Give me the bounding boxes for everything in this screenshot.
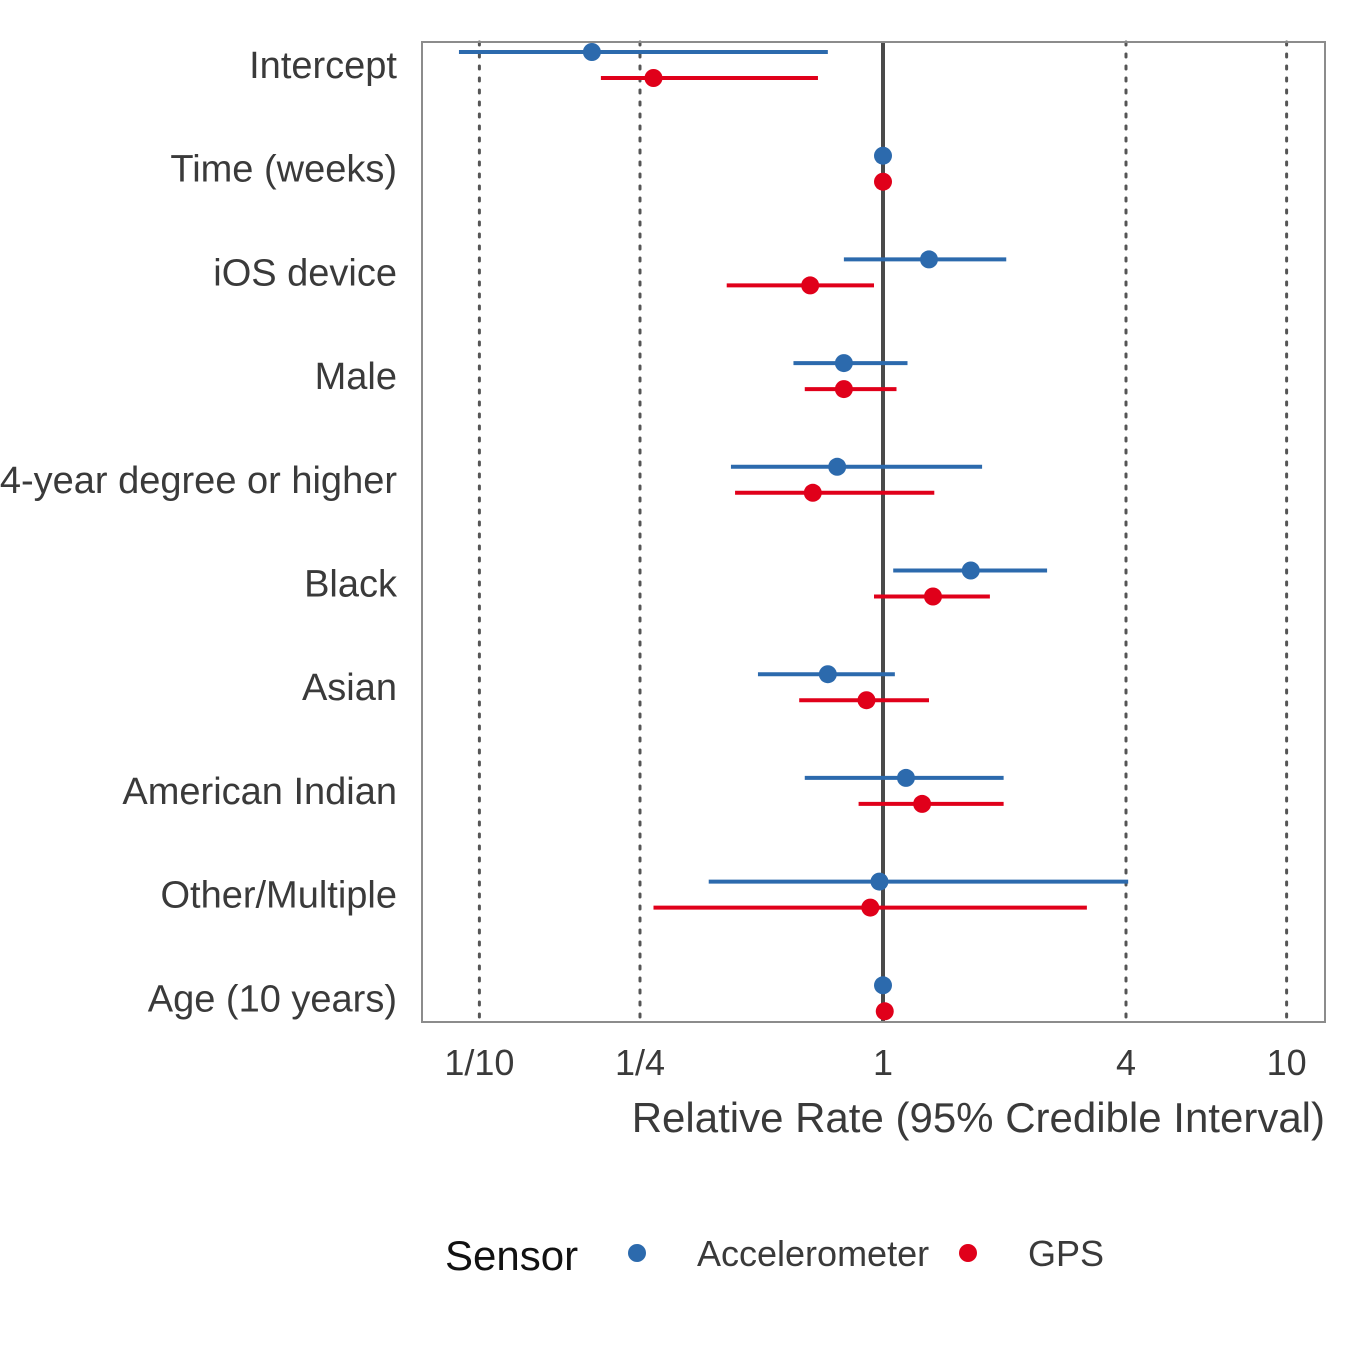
point-1-1 [874, 172, 892, 191]
point-1-5 [923, 587, 942, 606]
x-tick-label-1: 1/4 [615, 1042, 665, 1083]
legend: Sensor Accelerometer GPS [445, 1232, 1104, 1279]
legend-items: Accelerometer GPS [628, 1233, 1104, 1274]
point-1-2 [801, 276, 820, 295]
legend-title: Sensor [445, 1232, 578, 1279]
legend-key-accelerometer [628, 1244, 646, 1262]
point-1-6 [857, 691, 876, 710]
point-0-8 [870, 872, 889, 891]
legend-label-gps: GPS [1028, 1233, 1104, 1274]
grid-lines [477, 40, 1289, 1024]
category-label-9: Age (10 years) [148, 978, 397, 1020]
point-0-2 [919, 250, 938, 269]
point-0-4 [828, 457, 847, 476]
category-label-3: Male [315, 356, 397, 398]
plot-panel-border [421, 41, 1326, 1023]
point-0-1 [874, 146, 892, 165]
x-tick-label-2: 1 [873, 1042, 893, 1083]
category-label-0: Intercept [249, 45, 397, 87]
series-accelerometer [458, 43, 1129, 995]
point-0-0 [582, 43, 601, 61]
point-0-5 [961, 561, 980, 580]
point-1-9 [875, 1002, 894, 1021]
category-label-2: iOS device [213, 252, 397, 294]
category-label-1: Time (weeks) [170, 149, 397, 191]
x-tick-labels: 1/10 1/4 1 4 10 [444, 1042, 1306, 1083]
point-1-0 [644, 69, 663, 87]
category-label-7: American Indian [122, 771, 397, 813]
category-labels: Intercept Time (weeks) iOS device Male 4-yea… [0, 45, 398, 1020]
x-axis-title: Relative Rate (95% Credible Interval) [632, 1094, 1325, 1141]
point-1-4 [803, 483, 822, 502]
legend-key-gps [959, 1244, 977, 1262]
legend-label-accelerometer: Accelerometer [697, 1233, 929, 1274]
x-tick-label-0: 1/10 [444, 1042, 514, 1083]
point-0-7 [896, 768, 915, 787]
category-label-6: Asian [302, 667, 397, 709]
point-1-8 [861, 898, 880, 917]
point-0-9 [874, 976, 892, 995]
x-tick-label-4: 10 [1267, 1042, 1307, 1083]
category-label-8: Other/Multiple [160, 875, 397, 917]
point-0-3 [834, 354, 853, 373]
point-1-7 [913, 794, 932, 813]
series-gps [600, 69, 1087, 1021]
x-tick-label-3: 4 [1116, 1042, 1136, 1083]
series-group [458, 43, 1129, 1021]
point-1-3 [834, 380, 853, 399]
category-label-5: Black [304, 564, 398, 606]
category-label-4: 4-year degree or higher [0, 460, 397, 502]
point-0-6 [818, 665, 837, 684]
